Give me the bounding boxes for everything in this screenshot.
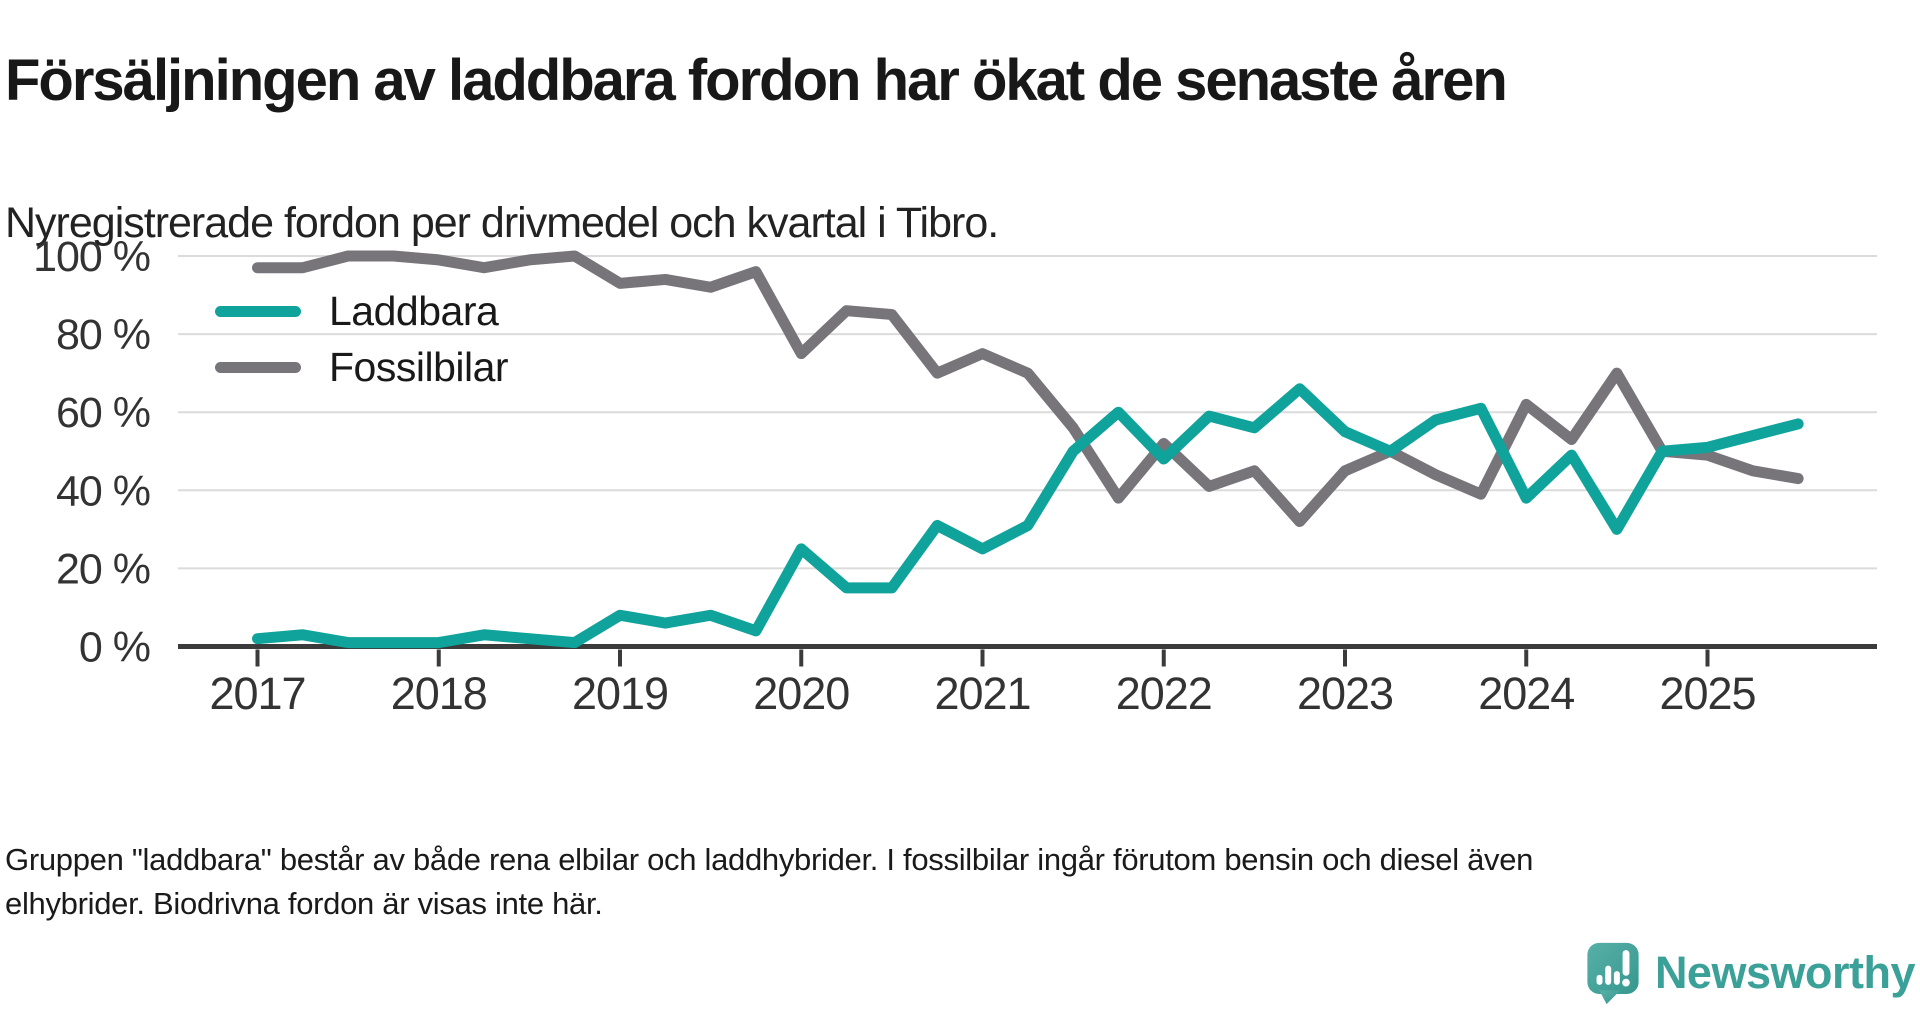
- x-axis-tick-label: 2022: [1116, 668, 1212, 719]
- newsworthy-logo-text: Newsworthy: [1654, 947, 1916, 998]
- y-axis-tick-label: 100 %: [33, 233, 150, 281]
- source-note: Gruppen "laddbara" består av både rena e…: [5, 838, 1905, 926]
- x-axis-tick-label: 2023: [1297, 668, 1393, 719]
- y-axis-tick-label: 40 %: [56, 467, 150, 515]
- newsworthy-logo: Newsworthy: [1585, 941, 1916, 1005]
- legend-label-laddbara: Laddbara: [329, 287, 499, 334]
- y-axis-tick-label: 20 %: [56, 545, 150, 593]
- x-axis-tick-label: 2025: [1659, 668, 1755, 719]
- laddbara-line-swatch: [215, 305, 301, 317]
- page-title: Försäljningen av laddbara fordon har öka…: [5, 47, 1508, 113]
- x-axis-tick-label: 2017: [209, 668, 305, 719]
- x-axis-tick-label: 2021: [934, 668, 1030, 719]
- source-note-line2: elhybrider. Biodrivna fordon är visas in…: [5, 886, 603, 921]
- legend-item-fossilbilar: Fossilbilar: [215, 339, 509, 395]
- source-note-line1: Gruppen "laddbara" består av både rena e…: [5, 842, 1534, 877]
- legend-label-fossilbilar: Fossilbilar: [329, 343, 509, 390]
- y-axis-tick-label: 0 %: [79, 624, 150, 672]
- fossilbilar-line-swatch: [215, 361, 301, 373]
- y-axis-tick-label: 80 %: [56, 311, 150, 359]
- x-axis-tick-label: 2024: [1478, 668, 1574, 719]
- newsworthy-bubble-chart-icon: [1587, 942, 1639, 1005]
- series-line-fossilbilar: [252, 250, 1804, 528]
- series-line-laddbara: [252, 383, 1804, 649]
- y-axis-tick-label: 60 %: [56, 389, 150, 437]
- x-axis-tick-label: 2019: [572, 668, 668, 719]
- chart-legend: Laddbara Fossilbilar: [215, 283, 509, 395]
- chart-subtitle: Nyregistrerade fordon per drivmedel och …: [5, 199, 999, 247]
- x-axis-tick-label: 2020: [753, 668, 849, 719]
- legend-item-laddbara: Laddbara: [215, 283, 508, 339]
- x-axis-tick-label: 2018: [391, 668, 487, 719]
